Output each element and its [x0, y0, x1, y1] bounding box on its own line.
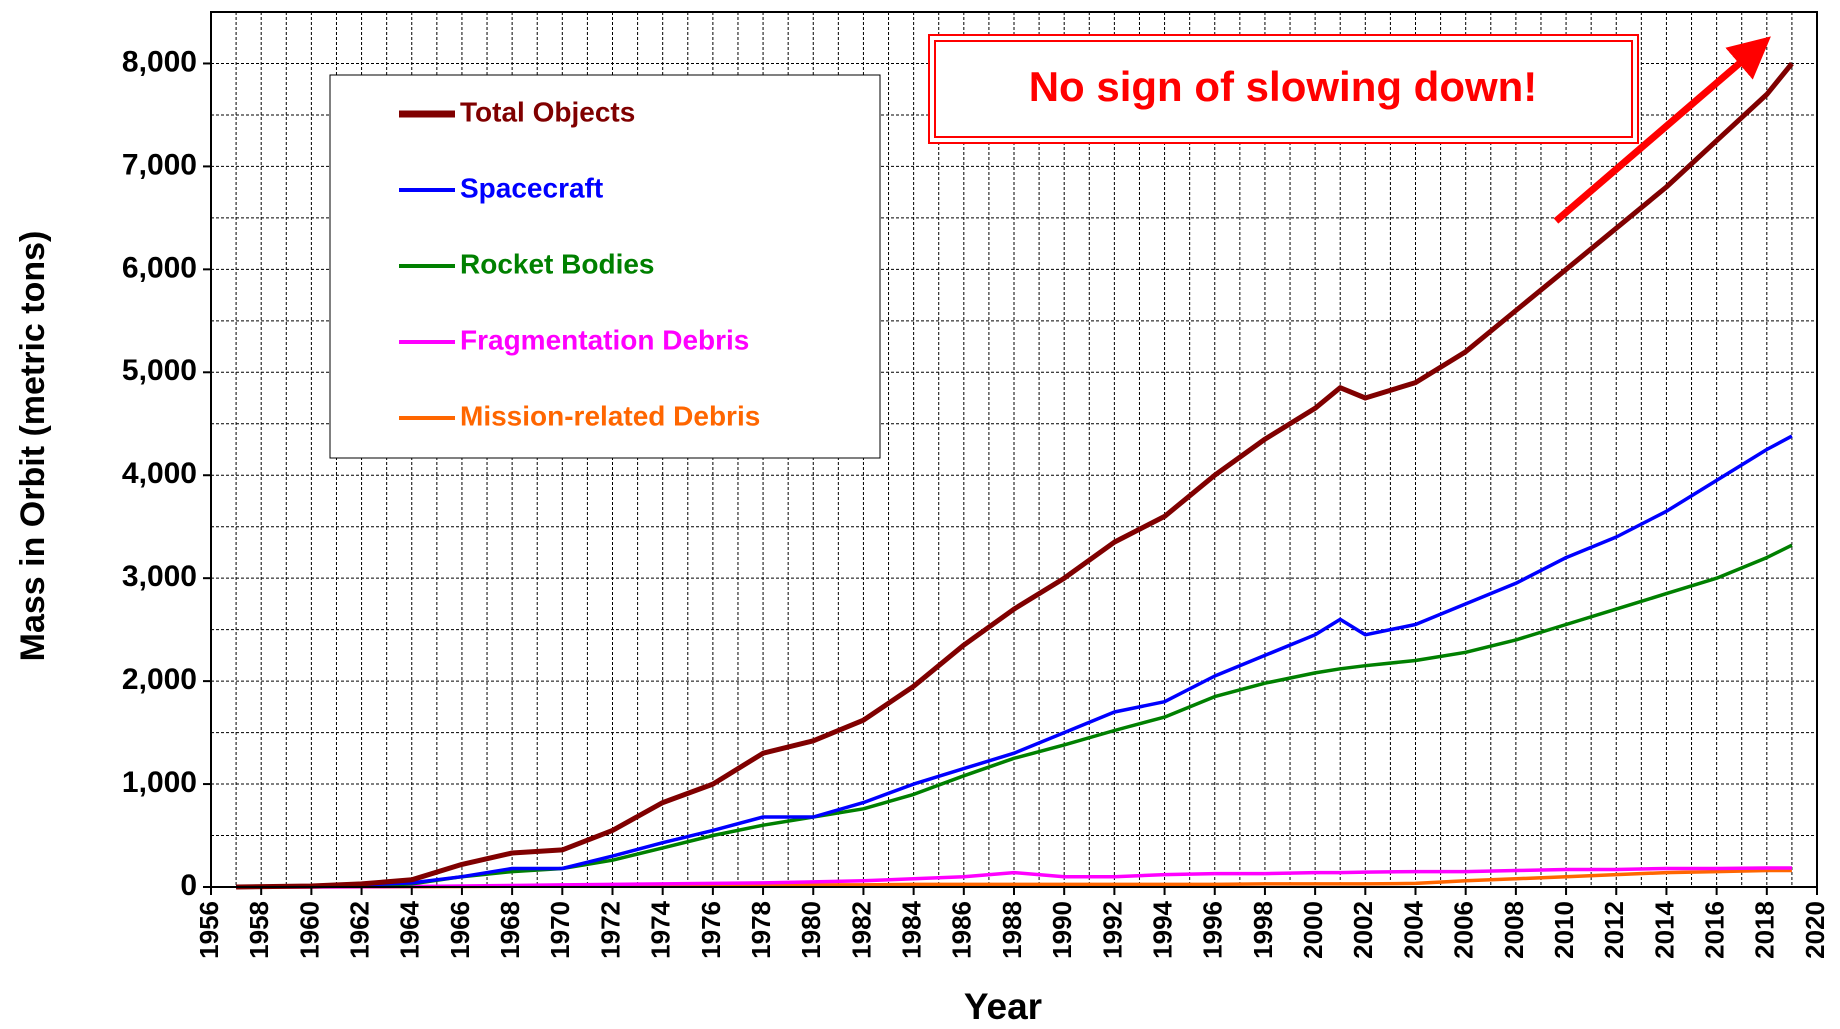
x-tick-label: 1974	[646, 900, 676, 958]
x-tick-label: 1994	[1147, 900, 1177, 958]
y-tick-label: 3,000	[122, 560, 197, 593]
y-axis-title: Mass in Orbit (metric tons)	[14, 231, 52, 662]
y-tick-label: 1,000	[122, 766, 197, 799]
x-tick-label: 1970	[545, 901, 575, 959]
y-tick-label: 0	[180, 869, 197, 902]
x-tick-label: 1984	[897, 900, 927, 958]
x-tick-label: 1964	[395, 900, 425, 958]
legend-label: Total Objects	[460, 96, 635, 127]
x-tick-label: 1956	[194, 901, 224, 959]
x-tick-label: 2006	[1449, 901, 1479, 959]
x-tick-label: 2014	[1649, 900, 1679, 958]
x-tick-label: 1966	[445, 901, 475, 959]
x-tick-label: 1990	[1047, 901, 1077, 959]
x-tick-label: 2002	[1348, 901, 1378, 959]
x-tick-label: 1978	[746, 901, 776, 959]
x-tick-label: 1976	[696, 901, 726, 959]
y-tick-label: 2,000	[122, 663, 197, 696]
x-tick-label: 2018	[1750, 901, 1780, 959]
x-tick-label: 1992	[1097, 901, 1127, 959]
legend-label: Rocket Bodies	[460, 248, 655, 279]
x-tick-label: 1986	[947, 901, 977, 959]
x-tick-label: 2000	[1298, 901, 1328, 959]
series-line	[236, 543, 1793, 889]
x-tick-label: 1958	[244, 901, 274, 959]
y-tick-label: 8,000	[122, 45, 197, 78]
y-tick-label: 6,000	[122, 251, 197, 284]
x-tick-label: 1982	[846, 901, 876, 959]
annotation-box-inner	[934, 40, 1633, 138]
x-tick-label: 1980	[796, 901, 826, 959]
x-axis-title: Year	[964, 986, 1042, 1027]
x-tick-label: 1998	[1248, 901, 1278, 959]
legend: Total Objects Spacecraft Rocket Bodies Frag…	[329, 74, 881, 459]
y-tick-label: 4,000	[122, 457, 197, 490]
annotation-box-outer	[928, 34, 1639, 144]
legend-label: Mission-related Debris	[460, 400, 760, 431]
x-tick-label: 1962	[344, 901, 374, 959]
x-tick-label: 1972	[595, 901, 625, 959]
y-tick-label: 5,000	[122, 354, 197, 387]
x-tick-label: 2004	[1398, 900, 1428, 958]
x-tick-label: 1960	[294, 901, 324, 959]
x-tick-label: 2020	[1800, 901, 1830, 959]
x-tick-label: 2016	[1700, 901, 1730, 959]
x-tick-label: 2008	[1499, 901, 1529, 959]
series-line	[236, 61, 1794, 890]
series-line	[236, 434, 1793, 889]
legend-label: Fragmentation Debris	[460, 324, 749, 355]
x-tick-label: 2010	[1549, 901, 1579, 959]
series-line	[236, 866, 1792, 889]
annotation-text: No sign of slowing down!	[1029, 63, 1538, 110]
y-tick-label: 7,000	[122, 148, 197, 181]
annotation: No sign of slowing down!	[928, 34, 1771, 224]
x-tick-label: 1968	[495, 901, 525, 959]
x-tick-label: 1988	[997, 901, 1027, 959]
x-tick-label: 2012	[1599, 901, 1629, 959]
legend-label: Spacecraft	[460, 172, 603, 203]
x-tick-label: 1996	[1198, 901, 1228, 959]
annotation-arrow	[1553, 36, 1771, 224]
